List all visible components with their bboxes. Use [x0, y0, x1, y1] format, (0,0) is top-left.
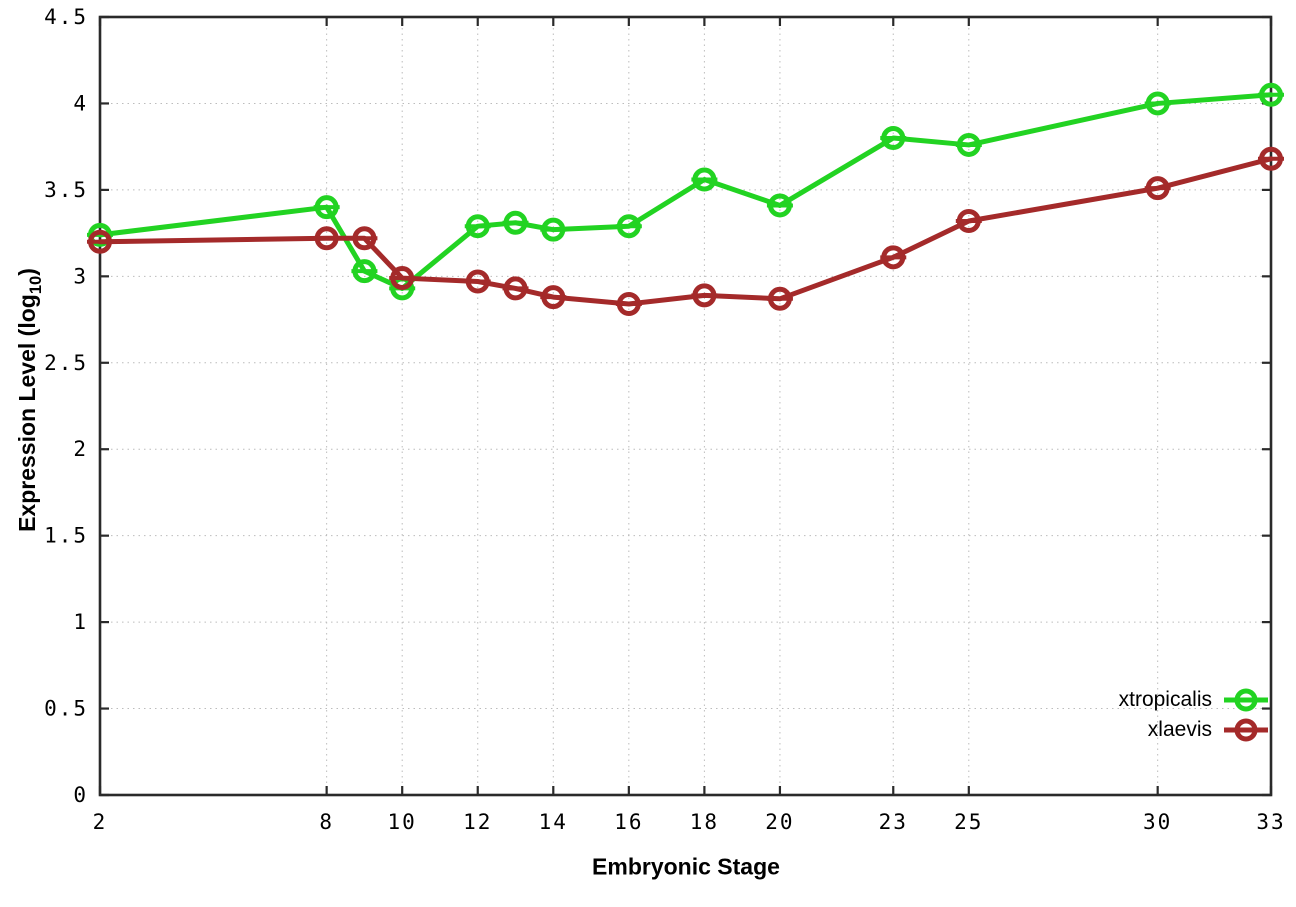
y-tick-label: 1.5: [44, 524, 88, 548]
x-tick-label: 12: [463, 810, 492, 834]
y-axis-title-text: Expression Level (log: [14, 294, 41, 532]
data-point-marker: [1145, 91, 1170, 116]
x-tick-label: 30: [1143, 810, 1172, 834]
x-tick-label: 2: [93, 810, 108, 834]
x-tick-label: 8: [319, 810, 334, 834]
tick-labels: 2 8 10 12 14 16 18 20 23 25 30 33 0 0.5 1 1.5 2 2.5 3 3.5 4 4…: [44, 5, 1285, 834]
data-point-marker: [956, 132, 981, 157]
data-point-marker: [692, 167, 717, 192]
data-point-marker: [881, 245, 906, 270]
y-tick-label: 3.5: [44, 178, 88, 202]
series-xtropicalis: [87, 82, 1284, 301]
axis-ticks: [98, 15, 1273, 797]
legend: xtropicalis xlaevis: [1119, 685, 1270, 744]
data-point-marker: [541, 217, 566, 242]
y-tick-label: 0.5: [44, 697, 88, 721]
data-point-marker: [1259, 146, 1283, 171]
data-point-marker: [1259, 82, 1283, 107]
y-tick-label: 1: [73, 610, 88, 634]
series-xlaevis: [87, 146, 1284, 316]
y-tick-label: 2.5: [44, 351, 88, 375]
y-tick-label: 4.5: [44, 5, 88, 29]
plot-border: [98, 15, 1273, 797]
legend-marker-xlaevis-icon: [1224, 718, 1268, 741]
x-tick-label: 20: [765, 810, 794, 834]
x-axis-title: Embryonic Stage: [592, 853, 780, 880]
y-axis-title-close: ): [14, 268, 41, 276]
series-line-xtropicalis: [97, 92, 1274, 291]
x-tick-label: 10: [388, 810, 417, 834]
data-point-marker: [314, 226, 339, 251]
data-point-marker: [956, 209, 981, 234]
x-tick-label: 25: [954, 810, 983, 834]
data-point-marker: [1145, 176, 1170, 201]
y-tick-label: 2: [73, 437, 88, 461]
data-point-marker: [503, 276, 528, 301]
x-tick-label: 18: [690, 810, 719, 834]
y-axis-title: Expression Level (log10): [14, 268, 46, 532]
x-tick-label: 33: [1256, 810, 1285, 834]
y-axis-title-subscript: 10: [25, 275, 45, 295]
data-point-marker: [352, 226, 377, 251]
data-point-marker: [767, 286, 792, 311]
data-point-marker: [616, 291, 641, 316]
y-tick-label: 3: [73, 264, 88, 288]
data-point-marker: [314, 195, 339, 220]
data-point-marker: [465, 214, 490, 239]
data-point-marker: [352, 259, 377, 284]
data-point-marker: [767, 193, 792, 218]
legend-marker-xtropicalis-icon: [1224, 688, 1268, 711]
x-tick-label: 14: [539, 810, 568, 834]
x-tick-label: 23: [879, 810, 908, 834]
data-point-marker: [881, 126, 906, 151]
data-point-marker: [541, 285, 566, 310]
legend-label-xtropicalis: xtropicalis: [1118, 687, 1212, 711]
grid-lines: [99, 16, 1272, 796]
data-point-marker: [390, 266, 415, 291]
data-point-marker: [465, 269, 490, 294]
data-point-marker: [503, 210, 528, 235]
legend-row-xlaevis: xlaevis: [1119, 715, 1270, 744]
data-point-marker: [616, 214, 641, 239]
data-point-marker: [692, 283, 717, 308]
legend-label-xlaevis: xlaevis: [1147, 717, 1212, 741]
y-tick-label: 0: [73, 783, 88, 807]
y-tick-label: 4: [73, 91, 88, 115]
x-tick-label: 16: [614, 810, 643, 834]
data-point-marker: [88, 229, 112, 254]
legend-row-xtropicalis: xtropicalis: [1119, 685, 1270, 714]
series-line-xlaevis: [97, 156, 1274, 307]
